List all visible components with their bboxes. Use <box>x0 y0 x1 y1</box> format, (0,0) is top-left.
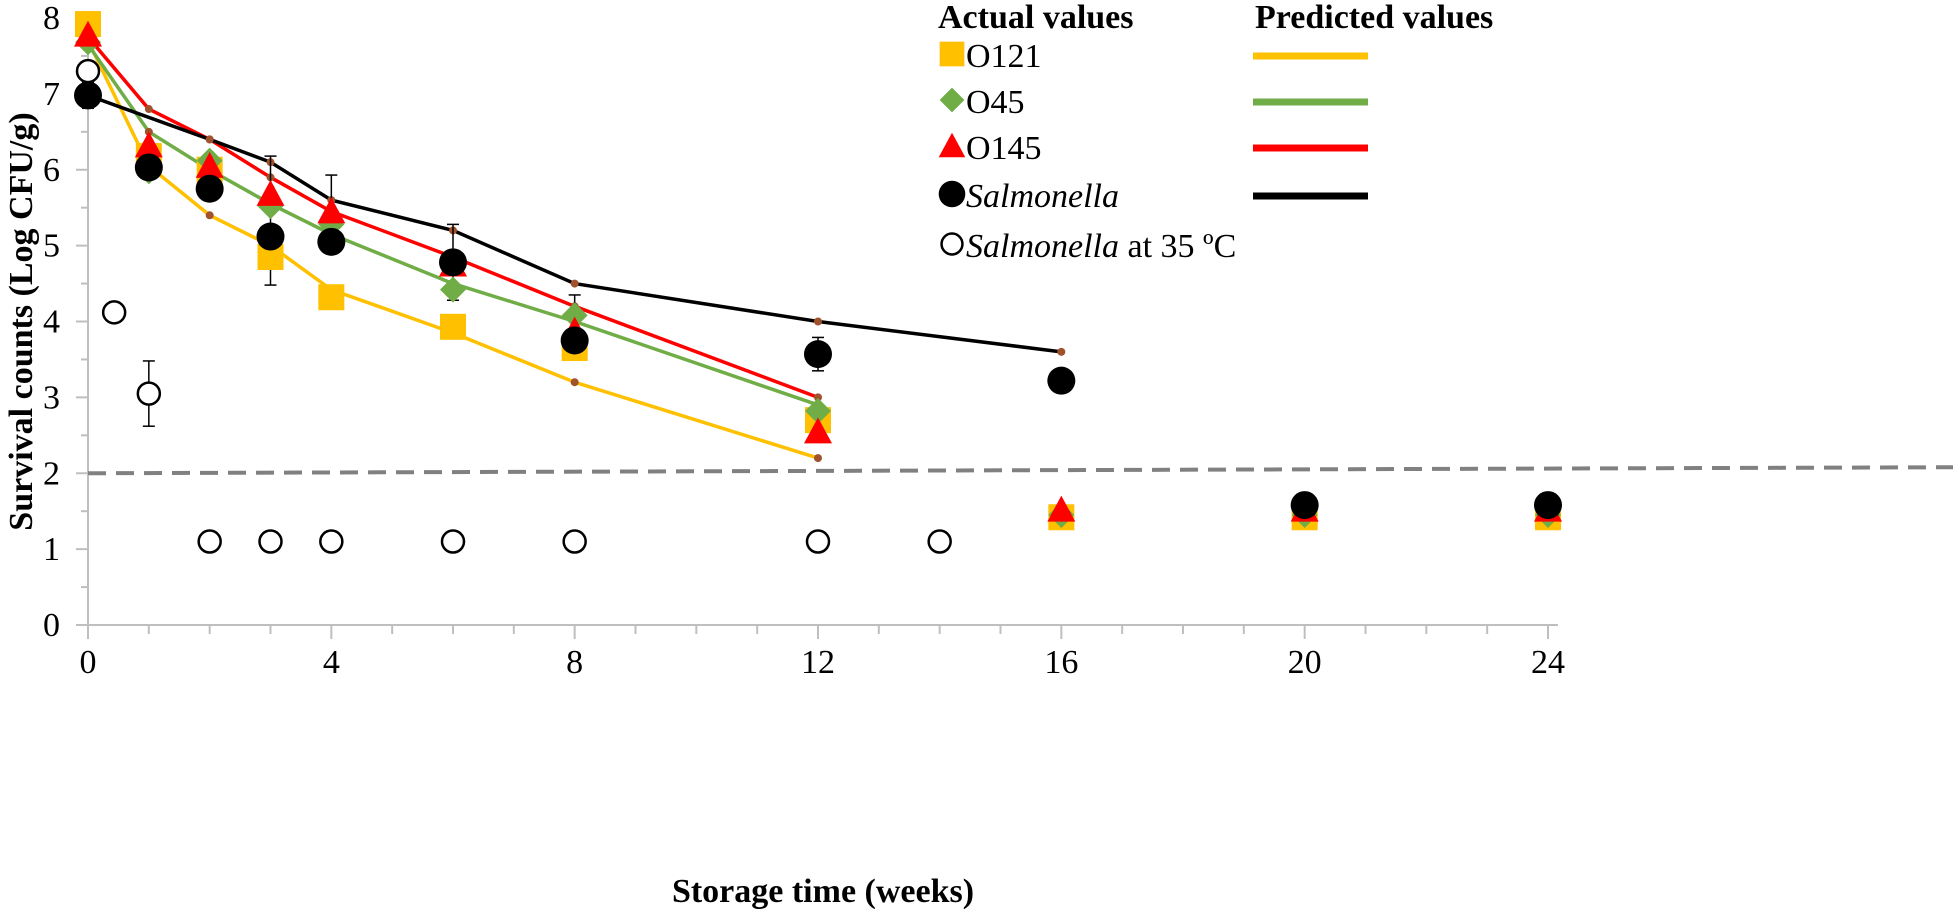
predicted-point <box>814 393 822 402</box>
data-point-circle-open <box>319 529 344 554</box>
y-tick-label: 3 <box>43 379 60 416</box>
y-tick-label: 7 <box>43 76 60 113</box>
x-tick-label: 8 <box>566 644 583 681</box>
predicted-point <box>570 279 579 288</box>
legend-label-suffix: at 35 ºC <box>1119 228 1236 265</box>
data-point-triangle <box>317 197 346 224</box>
data-point-circle-filled <box>560 326 589 355</box>
predicted-point <box>1057 347 1066 356</box>
predicted-point <box>205 211 214 220</box>
y-axis-title: Survival counts (Log CFU/g) <box>3 112 40 530</box>
data-point-triangle <box>195 151 224 178</box>
predicted-point <box>205 135 214 144</box>
predicted-point <box>814 317 822 326</box>
data-point-circle-filled <box>1047 366 1076 395</box>
x-tick-label: 24 <box>1531 644 1565 681</box>
predicted-line <box>86 35 819 400</box>
data-point-circle-filled <box>317 227 346 256</box>
data-point-circle-filled <box>134 153 163 182</box>
y-tick-label: 0 <box>43 607 60 644</box>
data-point-diamond <box>440 276 466 303</box>
data-point-circle-open <box>136 381 162 406</box>
axes-layer <box>76 17 1953 639</box>
detection-limit-line <box>87 465 1953 476</box>
data-point-circle-filled <box>804 340 832 369</box>
legend-actual-title: Actual values <box>938 0 1134 36</box>
legend: Actual values Predicted values O121 O45 O1… <box>938 0 1493 265</box>
data-point-circle-open <box>258 529 283 554</box>
data-point-circle-open <box>440 529 466 554</box>
data-point-triangle <box>256 180 285 206</box>
data-point-square <box>440 313 466 340</box>
data-point-circle-open <box>805 529 831 554</box>
data-markers <box>74 11 1562 554</box>
data-point-triangle <box>134 131 163 158</box>
predicted-lines <box>84 32 1066 463</box>
y-tick-label: 1 <box>43 531 60 568</box>
data-point-circle-open <box>562 529 587 554</box>
data-point-circle-filled <box>1290 491 1319 520</box>
legend-marker <box>938 132 966 158</box>
predicted-point <box>814 454 822 463</box>
data-point-circle-filled <box>256 222 285 251</box>
data-point-circle-open <box>927 529 952 554</box>
data-point-circle-open <box>197 529 222 554</box>
data-point-triangle <box>1047 495 1076 522</box>
legend-marker <box>940 232 964 256</box>
y-tick-label: 2 <box>43 455 60 492</box>
x-tick-label: 12 <box>801 644 835 681</box>
x-tick-label: 4 <box>323 644 340 681</box>
data-point-circle-open <box>75 58 101 84</box>
data-point-diamond <box>561 302 588 329</box>
data-point-circle-filled <box>195 174 224 203</box>
legend-label: O45 <box>966 84 1025 121</box>
data-point-triangle <box>804 417 832 444</box>
predicted-point <box>144 105 153 114</box>
y-tick-label: 8 <box>43 0 60 37</box>
legend-label-italic: Salmonella <box>966 228 1119 265</box>
y-tick-label: 4 <box>43 304 60 341</box>
data-point-diamond <box>805 398 831 425</box>
data-point-triangle <box>74 20 102 47</box>
legend-marker <box>939 41 965 67</box>
data-point-circle-open <box>101 300 127 325</box>
legend-label: O121 <box>966 38 1042 75</box>
x-tick-label: 16 <box>1044 644 1078 681</box>
y-tick-label: 6 <box>43 152 60 189</box>
data-point-square <box>318 284 345 311</box>
y-tick-label: 5 <box>43 228 60 265</box>
legend-label: O145 <box>966 130 1042 167</box>
data-point-circle-filled <box>74 81 102 110</box>
data-point-circle-filled <box>439 248 467 277</box>
legend-label: Salmonella <box>966 178 1119 215</box>
data-point-circle-filled <box>1534 491 1562 520</box>
predicted-point <box>570 378 579 387</box>
x-tick-label: 20 <box>1288 644 1322 681</box>
legend-label: Salmonella at 35 ºC <box>966 228 1236 265</box>
legend-marker <box>939 87 965 113</box>
predicted-line <box>87 93 1062 354</box>
predicted-line <box>86 43 819 407</box>
x-tick-label: 0 <box>80 644 97 681</box>
legend-marker <box>938 180 966 208</box>
legend-label-italic: Salmonella <box>966 178 1119 215</box>
x-axis-title: Storage time (weeks) <box>672 873 974 910</box>
legend-predicted-title: Predicted values <box>1255 0 1493 36</box>
